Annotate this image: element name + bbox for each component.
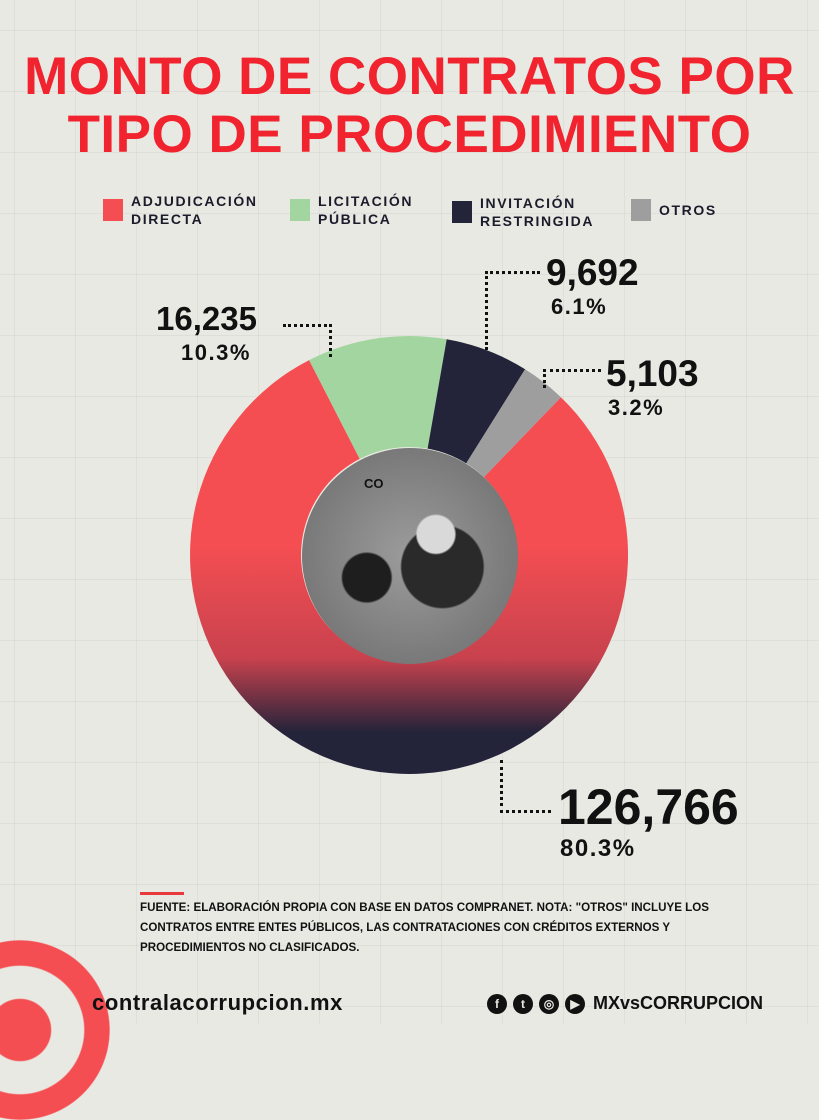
instagram-icon[interactable]: ◎ — [539, 993, 559, 1014]
legend-item-invitacion: INVITACIÓN RESTRINGIDA — [452, 194, 594, 230]
legend-label: ADJUDICACIÓN DIRECTA — [131, 193, 258, 227]
segment-invitacion — [427, 339, 526, 464]
legend-item-licitacion: LICITACIÓN PÚBLICA — [290, 192, 413, 228]
donut-chart — [190, 336, 628, 774]
value-otros: 5,103 — [606, 353, 699, 394]
value-invitacion: 9,692 — [546, 252, 639, 293]
twitter-icon[interactable]: t — [513, 993, 533, 1014]
legend-label: OTROS — [659, 202, 717, 218]
leader-licitacion — [283, 324, 332, 357]
youtube-icon[interactable]: ▶ — [565, 993, 585, 1014]
legend-swatch-green — [290, 199, 310, 221]
pct-invitacion: 6.1% — [551, 294, 608, 319]
segment-adjudicacion — [190, 360, 628, 774]
value-adjudicacion: 126,766 — [558, 779, 739, 835]
leader-otros — [543, 369, 601, 388]
pct-otros: 3.2% — [608, 395, 665, 420]
title-line-1: MONTO DE CONTRATOS POR — [24, 47, 795, 106]
legend-swatch-red — [103, 199, 123, 221]
segment-licitacion — [309, 336, 447, 459]
facebook-icon[interactable]: f — [487, 993, 507, 1014]
social-handle[interactable]: MXvsCORRUPCION — [593, 993, 764, 1013]
footer-accent-line — [140, 892, 184, 895]
legend-item-adjudicacion: ADJUDICACIÓN DIRECTA — [103, 192, 258, 228]
banknote-portrait-image: CO — [302, 448, 518, 664]
pct-adjudicacion: 80.3% — [560, 835, 636, 862]
legend-swatch-gray — [631, 199, 651, 221]
website-link[interactable]: contralacorrupcion.mx — [92, 990, 343, 1015]
social-bar: f t ◎ ▶ MXvsCORRUPCION — [487, 993, 763, 1014]
source-note: FUENTE: ELABORACIÓN PROPIA CON BASE EN D… — [140, 901, 710, 954]
title-line-2: TIPO DE PROCEDIMIENTO — [67, 105, 752, 164]
legend-label: LICITACIÓN PÚBLICA — [318, 193, 414, 227]
leader-adjudicacion — [500, 760, 551, 813]
chart-title: MONTO DE CONTRATOS POR TIPO DE PROCEDIMI… — [0, 48, 819, 164]
value-licitacion: 16,235 — [156, 300, 257, 337]
legend-label: INVITACIÓN RESTRINGIDA — [480, 195, 595, 229]
legend-item-otros: OTROS — [631, 199, 717, 221]
leader-invitacion — [485, 271, 540, 350]
legend-swatch-navy — [452, 201, 472, 223]
segment-otros — [466, 369, 561, 478]
pct-licitacion: 10.3% — [181, 340, 251, 365]
